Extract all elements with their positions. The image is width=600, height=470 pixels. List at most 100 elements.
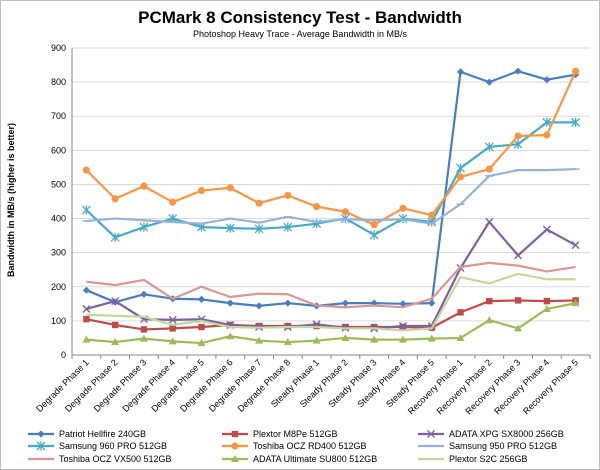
data-point — [369, 230, 379, 240]
data-point — [456, 173, 465, 181]
legend-item: ADATA Ultimate SU800 512GB — [222, 454, 377, 464]
data-point — [313, 203, 321, 211]
data-point — [82, 304, 91, 313]
data-point — [197, 295, 206, 303]
series-line — [86, 272, 576, 332]
data-point — [370, 323, 378, 331]
data-point — [457, 309, 464, 316]
data-point — [543, 131, 551, 139]
legend-item: Plextor M8Pe 512GB — [222, 429, 338, 439]
data-point — [198, 323, 205, 331]
data-point — [139, 334, 148, 342]
data-point — [341, 333, 350, 341]
y-tick-label: 600 — [51, 145, 66, 155]
data-point — [486, 297, 493, 305]
data-point — [514, 67, 522, 75]
data-point — [456, 333, 465, 341]
legend-marker — [231, 442, 239, 450]
data-point — [197, 339, 206, 347]
data-point — [111, 321, 119, 329]
y-axis-label: Bandwidth in MB/s (higher is better) — [6, 123, 16, 277]
data-point — [514, 324, 523, 332]
data-point — [169, 325, 176, 332]
legend-item: Plextor S2C 256GB — [418, 454, 528, 464]
legend-label: Plextor M8Pe 512GB — [253, 429, 338, 439]
legend-label: ADATA Ultimate SU800 512GB — [253, 454, 377, 464]
data-point — [398, 335, 407, 343]
data-point — [543, 76, 551, 84]
data-point — [169, 198, 177, 206]
data-point — [514, 297, 522, 304]
legend: Patriot Hellfire 240GB Plextor M8Pe 512GB… — [28, 429, 564, 464]
data-point — [254, 224, 264, 234]
data-point — [341, 208, 349, 216]
y-tick-label: 500 — [51, 179, 66, 189]
chart-subtitle: Photoshop Heavy Trace - Average Bandwidt… — [193, 29, 407, 39]
series-plextor-s2c-256gb — [86, 272, 576, 332]
data-point — [398, 322, 407, 331]
series-layer — [81, 67, 581, 347]
legend-label: Toshiba OCZ VX500 512GB — [59, 454, 172, 464]
data-point — [111, 338, 120, 346]
legend-item: ADATA XPG SX8000 256GB — [418, 429, 564, 439]
legend-marker — [231, 455, 239, 462]
legend-marker — [36, 441, 46, 451]
data-point — [82, 166, 90, 174]
data-point — [399, 204, 407, 212]
data-point — [81, 205, 91, 215]
y-tick-labels: 0 100 200 300 400 500 600 700 800 900 — [51, 43, 66, 360]
y-tick-label: 800 — [51, 77, 66, 87]
data-point — [514, 251, 523, 260]
data-point — [485, 78, 493, 86]
data-point — [226, 299, 234, 307]
data-point — [427, 217, 437, 227]
legend-item: Samsung 950 PRO 512GB — [418, 441, 557, 451]
data-point — [514, 132, 522, 140]
data-point — [140, 290, 148, 298]
legend-item: Toshiba OCZ VX500 512GB — [28, 454, 172, 464]
series-samsung-960-pro-512gb — [81, 117, 581, 242]
series-line — [86, 220, 577, 330]
legend-label: Toshiba OCZ RD400 512GB — [253, 441, 367, 451]
data-point — [542, 225, 551, 234]
data-point — [283, 222, 293, 232]
legend-marker — [231, 430, 239, 438]
legend-item: Patriot Hellfire 240GB — [28, 429, 146, 439]
series-samsung-950-pro-512gb — [82, 167, 580, 225]
data-point — [139, 222, 149, 232]
data-point — [168, 337, 177, 345]
y-tick-label: 200 — [51, 282, 66, 292]
data-point — [370, 335, 379, 343]
legend-label: Plextor S2C 256GB — [449, 454, 528, 464]
data-point — [82, 335, 91, 343]
data-point — [111, 195, 119, 203]
series-line — [86, 167, 576, 225]
series-line — [85, 70, 576, 307]
data-point — [226, 332, 235, 340]
data-point — [225, 223, 235, 233]
series-line — [85, 70, 577, 226]
series-line — [86, 302, 576, 345]
y-tick-label: 300 — [51, 248, 66, 258]
legend-marker — [427, 430, 435, 438]
y-tick-label: 700 — [51, 111, 66, 121]
data-point — [111, 297, 120, 306]
y-tick-label: 900 — [51, 43, 66, 53]
data-point — [312, 336, 321, 344]
data-point — [456, 68, 465, 76]
data-point — [140, 326, 148, 333]
y-tick-label: 400 — [51, 214, 66, 224]
series-toshiba-ocz-vx500-512gb — [86, 261, 576, 309]
data-point — [255, 336, 264, 344]
data-point — [284, 191, 292, 199]
data-point — [168, 315, 177, 324]
series-line — [86, 261, 576, 309]
series-adata-ultimate-su800-512gb — [82, 299, 580, 347]
chart-title: PCMark 8 Consistency Test - Bandwidth — [138, 8, 462, 27]
data-point — [484, 142, 494, 152]
data-point — [543, 297, 551, 305]
legend-item: Toshiba OCZ RD400 512GB — [222, 441, 367, 451]
y-tick-label: 0 — [61, 350, 66, 360]
